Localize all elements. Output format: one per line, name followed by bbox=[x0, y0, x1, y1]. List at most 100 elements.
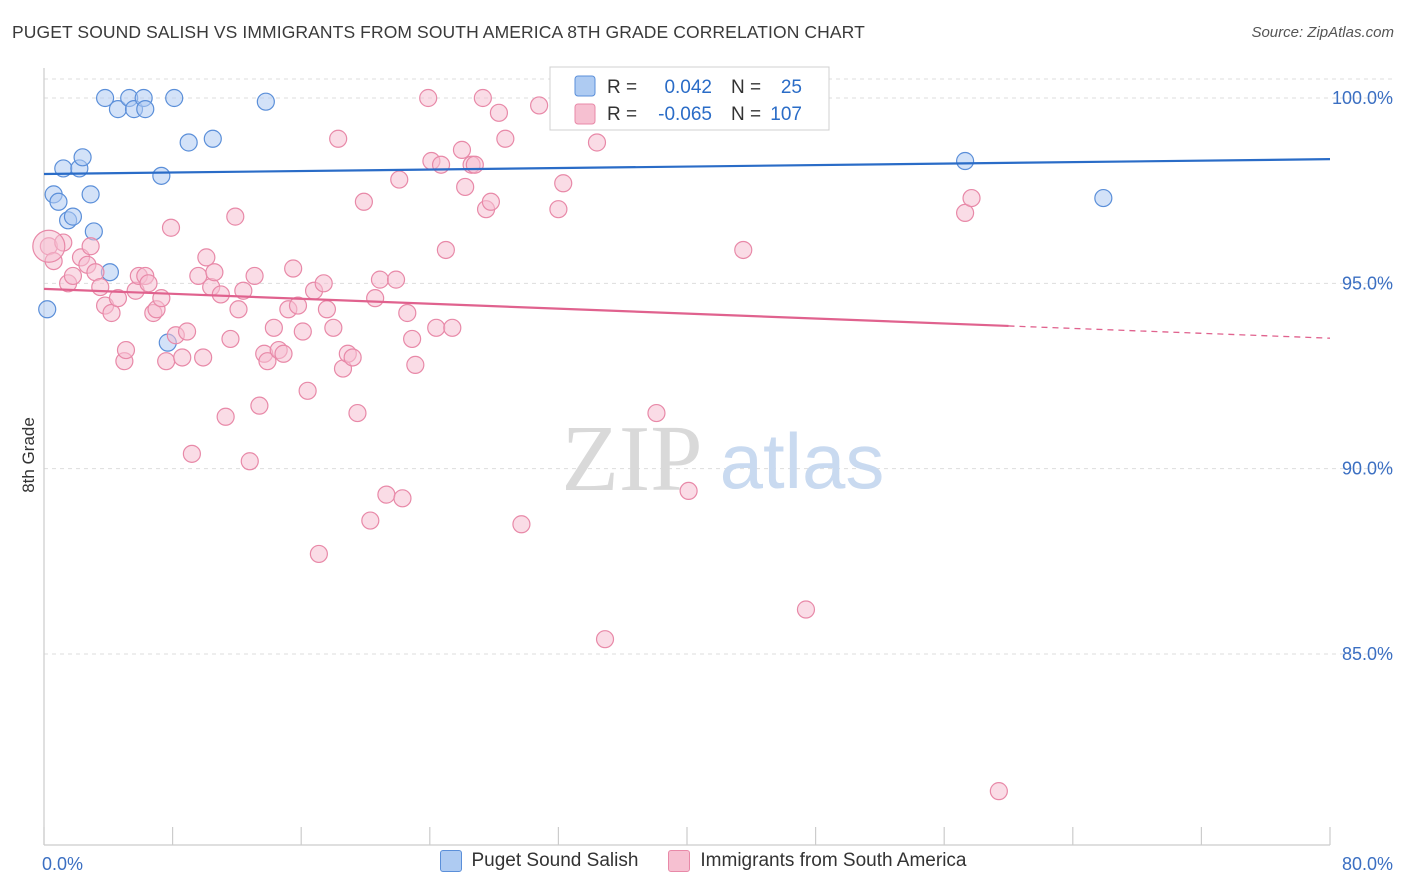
legend-n-label-1: N = bbox=[731, 77, 761, 98]
immigrant-point bbox=[229, 300, 248, 319]
legend-item-puget-sound-salish[interactable]: Puget Sound Salish bbox=[439, 850, 639, 872]
immigrant-point bbox=[284, 259, 303, 278]
immigrant-point bbox=[317, 300, 337, 319]
immigrant-point bbox=[343, 348, 362, 367]
immigrant-point bbox=[496, 129, 515, 148]
immigrant-point bbox=[205, 263, 224, 282]
immigrant-point bbox=[419, 88, 438, 108]
immigrant-point bbox=[157, 352, 176, 371]
immigrant-point bbox=[796, 600, 816, 619]
immigrant-point bbox=[481, 192, 500, 211]
watermark-zip: ZIP bbox=[562, 407, 703, 511]
immigrant-point bbox=[370, 270, 390, 289]
x-tick-label-max: 80.0% bbox=[1342, 854, 1393, 874]
immigrant-point bbox=[221, 329, 240, 349]
immigrant-point bbox=[116, 340, 136, 360]
immigrant-point bbox=[530, 96, 549, 115]
axes: 85.0% 90.0% 95.0% 100.0% 0.0% 80.0% bbox=[42, 68, 1393, 874]
y-tick-label: 85.0% bbox=[1342, 644, 1393, 664]
immigrant-point bbox=[108, 289, 128, 308]
immigrant-point bbox=[258, 352, 277, 371]
legend-label-immigrants: Immigrants from South America bbox=[700, 850, 967, 871]
legend-label-puget: Puget Sound Salish bbox=[471, 850, 639, 871]
puget-point bbox=[1094, 188, 1113, 208]
immigrant-point bbox=[512, 515, 531, 534]
legend-item-immigrants-south-america[interactable]: Immigrants from South America bbox=[668, 850, 967, 872]
watermark-atlas: atlas bbox=[720, 417, 885, 505]
legend-swatch-pink bbox=[574, 103, 596, 125]
immigrant-point bbox=[309, 544, 328, 564]
puget-point bbox=[84, 222, 103, 241]
immigrant-point bbox=[293, 322, 312, 341]
puget-point bbox=[203, 129, 222, 148]
legend-r-value-1: 0.042 bbox=[664, 77, 712, 98]
immigrant-point bbox=[361, 511, 380, 530]
immigrant-point bbox=[443, 318, 462, 337]
immigrant-point bbox=[264, 318, 283, 337]
puget-point bbox=[73, 148, 92, 167]
immigrant-point bbox=[354, 192, 373, 211]
immigrant-point bbox=[427, 318, 446, 337]
immigrant-point bbox=[734, 240, 753, 260]
immigrant-point bbox=[234, 281, 253, 300]
legend-r-value-2: -0.065 bbox=[658, 104, 712, 125]
puget-point bbox=[49, 192, 68, 211]
immigrant-point bbox=[403, 329, 422, 349]
immigrant-point bbox=[32, 229, 66, 263]
series-legend: Puget Sound Salish Immigrants from South… bbox=[0, 850, 1406, 872]
immigrant-point bbox=[456, 177, 475, 197]
immigrant-point bbox=[377, 485, 396, 504]
immigrant-point bbox=[436, 240, 455, 260]
data-points bbox=[32, 88, 1113, 801]
legend-swatch-blue bbox=[574, 75, 596, 97]
correlation-legend: R = 0.042 N = 25 R = -0.065 N = 107 bbox=[549, 66, 830, 131]
immigrant-trend-line bbox=[43, 287, 1009, 328]
legend-r-label-1: R = bbox=[607, 77, 637, 98]
immigrant-point bbox=[177, 322, 197, 341]
immigrant-point bbox=[240, 452, 259, 471]
puget-point bbox=[95, 88, 115, 108]
puget-point bbox=[152, 166, 171, 185]
immigrant-point bbox=[452, 140, 472, 159]
immigrant-point bbox=[216, 407, 235, 426]
legend-swatch-puget bbox=[439, 850, 462, 872]
immigrant-point bbox=[549, 200, 568, 219]
immigrant-point bbox=[250, 396, 269, 415]
puget-point bbox=[136, 100, 155, 119]
immigrant-point bbox=[298, 381, 317, 400]
immigrant-point bbox=[647, 403, 666, 423]
immigrant-point bbox=[91, 277, 110, 297]
immigrant-point bbox=[81, 237, 100, 256]
puget-point bbox=[955, 151, 975, 171]
immigrant-point bbox=[314, 274, 333, 293]
puget-point bbox=[63, 207, 83, 226]
immigrant-point bbox=[406, 355, 425, 374]
immigrant-point bbox=[194, 348, 213, 367]
immigrant-point bbox=[329, 129, 348, 148]
legend-swatch-immigrants bbox=[668, 850, 691, 872]
immigrant-point bbox=[989, 782, 1008, 801]
watermark: ZIP atlas bbox=[562, 407, 885, 511]
immigrant-point bbox=[554, 174, 573, 193]
legend-n-value-2: 107 bbox=[770, 104, 802, 125]
immigrant-point bbox=[226, 207, 245, 226]
immigrant-point bbox=[324, 318, 343, 337]
puget-point bbox=[165, 88, 184, 108]
immigrant-point bbox=[473, 88, 492, 108]
legend-box bbox=[549, 66, 830, 131]
immigrant-point bbox=[348, 403, 367, 423]
legend-r-label-2: R = bbox=[607, 104, 637, 125]
immigrant-point bbox=[197, 248, 216, 267]
immigrant-point bbox=[595, 630, 615, 649]
immigrant-point bbox=[173, 348, 192, 367]
immigrant-point bbox=[288, 296, 308, 315]
puget-point bbox=[38, 300, 57, 319]
y-tick-label: 100.0% bbox=[1332, 88, 1393, 108]
immigrant-point bbox=[245, 266, 264, 286]
immigrant-point bbox=[431, 155, 451, 174]
y-tick-label: 90.0% bbox=[1342, 459, 1393, 479]
puget-point bbox=[179, 133, 198, 152]
source-note: Source: ZipAtlas.com bbox=[1251, 24, 1394, 41]
puget-point bbox=[256, 92, 275, 111]
